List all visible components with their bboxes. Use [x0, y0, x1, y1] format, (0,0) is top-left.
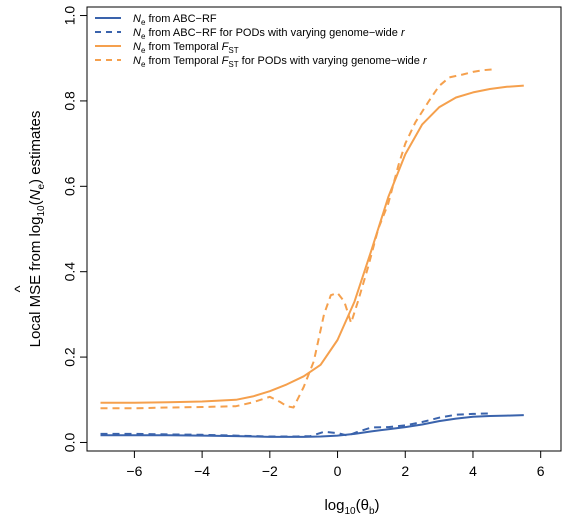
legend-entry: Ne from Temporal FST for PODs with varyi… — [133, 55, 428, 69]
y-tick-label: 0.4 — [62, 262, 78, 282]
y-axis-title-hat: ^ — [12, 285, 29, 292]
legend-entry: Ne from ABC−RF for PODs with varying gen… — [133, 27, 406, 41]
x-axis-title: log10(θb) — [324, 497, 379, 517]
x-tick-label: 0 — [334, 463, 342, 479]
y-tick-label: 0.8 — [62, 91, 78, 111]
y-tick-label: 1.0 — [62, 6, 78, 26]
y-tick-label: 0.2 — [62, 347, 78, 367]
series-line-3 — [100, 84, 524, 404]
legend-entry: Ne from Temporal FST — [133, 41, 239, 55]
x-tick-label: 6 — [537, 463, 545, 479]
series-line-2 — [100, 412, 490, 438]
plot-frame — [86, 6, 562, 452]
y-axis: 0.0 0.2 0.4 0.6 0.8 1.0 — [62, 6, 88, 453]
y-tick-label: 0.0 — [62, 433, 78, 453]
legend-entry: Ne from ABC−RF — [133, 13, 217, 27]
series-line-1 — [100, 414, 524, 438]
x-tick-label: −4 — [194, 463, 210, 479]
x-tick-label: 2 — [401, 463, 409, 479]
y-axis-title: Local MSE from log10(Ne) estimates — [27, 111, 47, 348]
series-layer — [100, 68, 524, 438]
x-tick-label: −6 — [126, 463, 142, 479]
y-tick-label: 0.6 — [62, 176, 78, 196]
x-axis: −6 −4 −2 0 2 4 6 — [126, 450, 545, 479]
series-line-4 — [100, 68, 494, 410]
x-tick-label: −2 — [262, 463, 278, 479]
x-tick-label: 4 — [469, 463, 477, 479]
